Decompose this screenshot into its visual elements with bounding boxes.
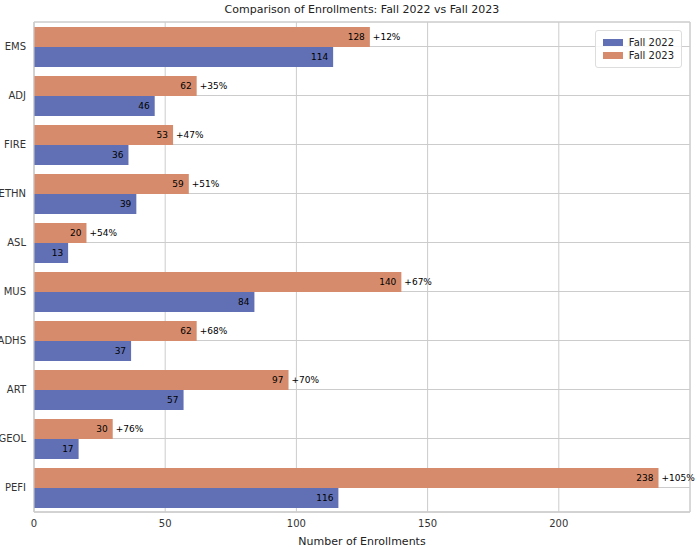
svg-text:+67%: +67%: [404, 277, 432, 287]
svg-text:+70%: +70%: [292, 375, 320, 385]
svg-text:140: 140: [379, 277, 396, 287]
svg-text:36: 36: [112, 150, 124, 160]
svg-text:17: 17: [62, 444, 73, 454]
svg-text:128: 128: [348, 32, 365, 42]
svg-text:+12%: +12%: [373, 32, 401, 42]
svg-text:53: 53: [157, 130, 168, 140]
html-text:Comparison of Enrollments: Fal: Comparison of Enrollments: Fall 2022 vs …: [224, 3, 500, 16]
svg-text:37: 37: [115, 346, 126, 356]
svg-text:+35%: +35%: [200, 81, 228, 91]
svg-text:ASL: ASL: [8, 237, 26, 248]
svg-text:13: 13: [52, 248, 63, 258]
svg-text:62: 62: [180, 81, 191, 91]
svg-text:20: 20: [70, 228, 82, 238]
svg-text:116: 116: [316, 493, 333, 503]
svg-text:+54%: +54%: [89, 228, 117, 238]
svg-text:30: 30: [96, 424, 108, 434]
svg-text:PEFI: PEFI: [8, 482, 26, 493]
html-text:Fall 2023: Fall 2023: [628, 50, 674, 61]
svg-text:+51%: +51%: [192, 179, 220, 189]
svg-text:EMS: EMS: [8, 41, 26, 52]
svg-text:59: 59: [172, 179, 184, 189]
svg-text:ADJ: ADJ: [9, 90, 27, 101]
svg-text:ART: ART: [8, 384, 27, 395]
svg-text:100: 100: [287, 518, 306, 529]
svg-text:+105%: +105%: [662, 473, 692, 483]
svg-text:ADHS: ADHS: [8, 335, 26, 346]
svg-text:0: 0: [31, 518, 37, 529]
svg-text:84: 84: [238, 297, 250, 307]
svg-text:Number of Enrollments: Number of Enrollments: [298, 535, 426, 547]
svg-text:MUS: MUS: [8, 286, 26, 297]
svg-text:GEOL: GEOL: [8, 433, 26, 444]
svg-text:+76%: +76%: [116, 424, 144, 434]
svg-text:39: 39: [120, 199, 132, 209]
svg-text:50: 50: [159, 518, 172, 529]
svg-text:46: 46: [138, 101, 150, 111]
svg-text:+47%: +47%: [176, 130, 204, 140]
svg-text:ETHN: ETHN: [8, 188, 26, 199]
html-text:Fall 2022: Fall 2022: [628, 37, 674, 48]
svg-text:114: 114: [311, 52, 328, 62]
svg-text:+68%: +68%: [200, 326, 228, 336]
svg-text:200: 200: [549, 518, 568, 529]
svg-text:62: 62: [180, 326, 191, 336]
svg-text:FIRE: FIRE: [8, 139, 26, 150]
svg-text:150: 150: [418, 518, 437, 529]
svg-text:238: 238: [636, 473, 653, 483]
svg-text:97: 97: [272, 375, 283, 385]
svg-text:57: 57: [167, 395, 178, 405]
